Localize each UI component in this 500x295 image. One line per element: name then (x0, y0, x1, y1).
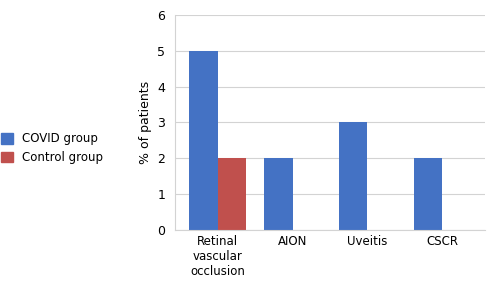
Bar (414, 158, 442, 230)
Legend: COVID group, Control group: COVID group, Control group (1, 132, 104, 164)
Bar (218, 158, 246, 230)
Y-axis label: % of patients: % of patients (138, 81, 151, 164)
Bar (264, 158, 292, 230)
Bar (339, 122, 368, 230)
Bar (189, 51, 218, 230)
